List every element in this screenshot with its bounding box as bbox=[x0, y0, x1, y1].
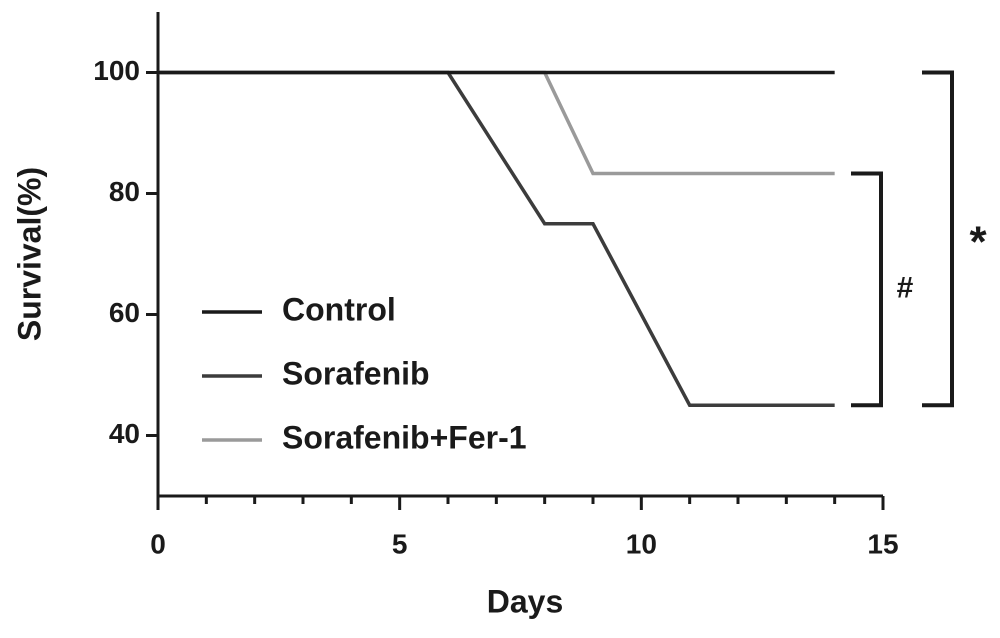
y-tick-label: 60 bbox=[109, 297, 140, 328]
legend-label: Sorafenib bbox=[282, 355, 430, 391]
y-tick-label: 80 bbox=[109, 176, 140, 207]
annotation: # bbox=[897, 271, 914, 304]
annotation: * bbox=[969, 218, 987, 267]
series-line bbox=[158, 70, 835, 407]
legend-label: Control bbox=[282, 291, 396, 327]
legend-label: Sorafenib+Fer-1 bbox=[282, 419, 527, 455]
x-tick-label: 5 bbox=[392, 528, 408, 559]
x-tick-label: 0 bbox=[150, 528, 166, 559]
x-tick-label: 15 bbox=[867, 528, 898, 559]
bracket bbox=[922, 70, 954, 408]
y-tick-label: 40 bbox=[109, 418, 140, 449]
series-line bbox=[158, 70, 835, 176]
bracket bbox=[851, 171, 883, 408]
x-tick-label: 10 bbox=[626, 528, 657, 559]
y-axis-label: Survival(%) bbox=[11, 167, 47, 341]
x-axis-label: Days bbox=[487, 583, 564, 619]
y-tick-label: 100 bbox=[93, 55, 140, 86]
